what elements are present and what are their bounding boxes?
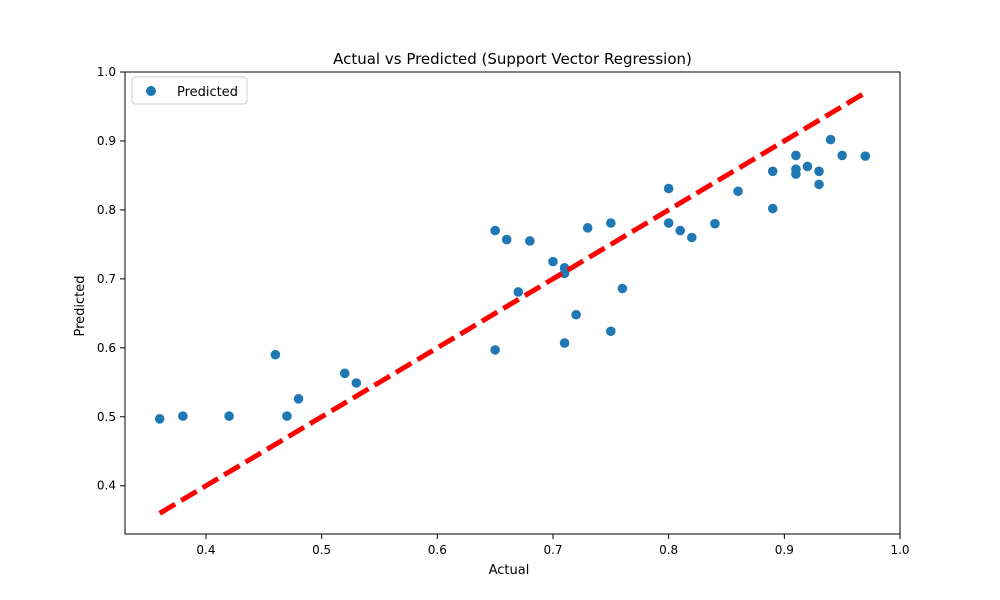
data-point xyxy=(559,338,570,348)
data-point xyxy=(814,179,824,190)
y-tick-label: 1.0 xyxy=(97,65,116,79)
x-tick-label: 1.0 xyxy=(890,543,909,557)
y-tick-label: 0.8 xyxy=(97,203,116,217)
x-tick-label: 0.7 xyxy=(543,543,562,557)
data-point xyxy=(791,169,801,179)
x-tick-label: 0.8 xyxy=(659,543,678,557)
data-point xyxy=(270,349,281,360)
legend-label: Predicted xyxy=(177,85,238,100)
data-point xyxy=(791,150,801,161)
data-point xyxy=(571,309,581,320)
data-point xyxy=(710,218,720,229)
data-point xyxy=(686,232,697,243)
y-axis-label: Predicted xyxy=(73,275,88,336)
x-tick-label: 0.6 xyxy=(428,543,447,557)
x-axis-label: Actual xyxy=(489,563,530,578)
reference-line xyxy=(158,90,867,516)
legend-marker xyxy=(146,86,156,96)
data-point xyxy=(837,150,847,161)
data-point xyxy=(825,134,836,145)
data-point xyxy=(154,414,165,424)
data-point xyxy=(767,203,778,214)
data-point xyxy=(606,326,616,337)
data-point xyxy=(663,218,674,228)
plot-area: 0.4 0.5 0.6 0.7 0.8 0.9 1.0 0.4 0.5 0.6 0.7 0.8 0.9 1… xyxy=(97,65,910,557)
data-point xyxy=(351,378,362,388)
data-point xyxy=(501,234,512,245)
data-point xyxy=(525,236,535,246)
y-tick-label: 0.5 xyxy=(97,410,116,424)
data-point xyxy=(663,183,674,194)
legend-box xyxy=(131,76,248,105)
y-tick-label: 0.4 xyxy=(97,479,116,493)
data-point xyxy=(675,225,686,236)
data-point xyxy=(490,345,500,355)
y-tick-label: 0.6 xyxy=(97,341,116,355)
data-point xyxy=(339,368,350,379)
data-point xyxy=(548,256,558,267)
data-point xyxy=(606,218,616,228)
data-point xyxy=(814,166,824,177)
data-point xyxy=(617,283,628,294)
data-point xyxy=(860,151,871,161)
data-point xyxy=(802,161,813,172)
data-point xyxy=(490,225,500,236)
data-point xyxy=(282,411,292,421)
data-point xyxy=(293,394,304,404)
data-point xyxy=(224,411,234,421)
data-point xyxy=(767,166,778,177)
x-tick-label: 0.5 xyxy=(312,543,331,557)
y-tick-label: 0.7 xyxy=(97,272,116,286)
x-tick-label: 0.9 xyxy=(775,543,794,557)
data-point xyxy=(513,287,524,297)
chart-title: Actual vs Predicted (Support Vector Regr… xyxy=(333,50,692,68)
y-tick-label: 0.9 xyxy=(97,134,116,148)
axes-frame xyxy=(124,71,901,535)
legend: Predicted xyxy=(131,76,248,105)
x-tick-label: 0.4 xyxy=(196,543,215,557)
data-point xyxy=(733,186,743,197)
data-point xyxy=(178,411,188,421)
data-point xyxy=(582,223,593,233)
